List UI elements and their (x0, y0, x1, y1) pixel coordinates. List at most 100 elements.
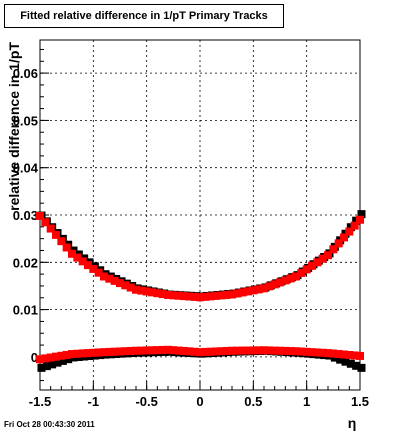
data-point (302, 347, 311, 356)
data-point (350, 221, 359, 230)
data-point (350, 351, 359, 360)
data-point (78, 349, 87, 358)
data-point (281, 276, 290, 285)
data-point (153, 346, 162, 355)
data-point (352, 361, 361, 370)
data-point (174, 291, 183, 300)
data-point (58, 356, 67, 365)
data-point (308, 348, 316, 357)
data-point (201, 292, 210, 301)
data-point (116, 347, 124, 356)
data-point (68, 350, 76, 359)
data-point (158, 290, 167, 299)
data-point (185, 347, 194, 356)
data-point (336, 355, 345, 364)
x-tick-label: 0 (196, 394, 203, 409)
data-point (180, 346, 188, 355)
data-point (334, 239, 343, 248)
data-point (233, 346, 242, 355)
data-point (249, 346, 258, 355)
data-point (228, 346, 236, 355)
data-point (265, 346, 274, 355)
data-point (153, 289, 162, 298)
data-point (41, 218, 50, 227)
data-point (52, 230, 60, 239)
y-tick-label: 0.05 (13, 113, 38, 128)
data-point (53, 358, 62, 367)
data-point (270, 280, 279, 289)
y-tick-label: 0.06 (13, 66, 38, 81)
data-point (148, 288, 156, 297)
data-point (238, 288, 247, 297)
data-point (329, 245, 338, 254)
data-point (100, 272, 108, 281)
data-point (64, 355, 73, 364)
data-point (164, 345, 172, 354)
data-point (217, 347, 226, 356)
data-point (340, 233, 348, 242)
data-point (89, 348, 98, 357)
data-point (57, 351, 66, 360)
x-tick-label: -1 (88, 394, 100, 409)
data-point (73, 349, 82, 358)
data-point (265, 282, 274, 291)
data-point (281, 346, 290, 355)
data-point (238, 346, 247, 355)
data-point (116, 279, 124, 288)
x-tick-label: 0.5 (244, 394, 262, 409)
data-point (121, 281, 130, 290)
data-point (206, 347, 215, 356)
data-point (324, 251, 332, 260)
data-point (84, 349, 92, 358)
data-point (169, 346, 178, 355)
data-point (212, 291, 220, 300)
data-point (270, 346, 279, 355)
data-point (308, 261, 316, 270)
data-point (222, 290, 231, 299)
x-tick-label: -1.5 (29, 394, 51, 409)
data-point (346, 359, 355, 368)
data-point (94, 348, 103, 357)
data-point (324, 349, 332, 358)
data-point (206, 292, 215, 301)
data-point (276, 346, 284, 355)
data-point (174, 346, 183, 355)
data-point (222, 346, 231, 355)
data-point (68, 249, 76, 258)
y-tick-label: 0.01 (13, 303, 38, 318)
data-point (244, 287, 252, 296)
data-point (233, 289, 242, 298)
data-point (42, 362, 51, 371)
y-tick-label: 0.03 (13, 208, 38, 223)
data-point (142, 346, 151, 355)
data-point (62, 243, 71, 252)
y-tick-label: 0 (31, 350, 38, 365)
data-point (286, 347, 295, 356)
data-point (62, 350, 71, 359)
data-point (318, 254, 327, 263)
x-tick-label: 1.5 (351, 394, 369, 409)
data-point (292, 272, 300, 281)
data-point (41, 354, 50, 363)
data-point (196, 348, 204, 357)
data-point (212, 347, 220, 356)
data-point (164, 290, 172, 299)
timestamp: Fri Oct 28 00:43:30 2011 (4, 420, 95, 429)
data-point (110, 276, 119, 285)
data-point (37, 363, 46, 372)
data-point (169, 291, 178, 300)
data-point (297, 268, 306, 277)
data-point (356, 351, 364, 360)
data-point (313, 258, 322, 267)
data-point (302, 265, 311, 274)
data-point (46, 224, 55, 233)
data-point (276, 278, 284, 287)
data-point (121, 347, 130, 356)
data-point (254, 346, 263, 355)
data-point (297, 347, 306, 356)
data-point (100, 348, 108, 357)
x-tick-label: -0.5 (135, 394, 157, 409)
y-tick-label: 0.04 (13, 161, 39, 176)
data-point (148, 346, 156, 355)
